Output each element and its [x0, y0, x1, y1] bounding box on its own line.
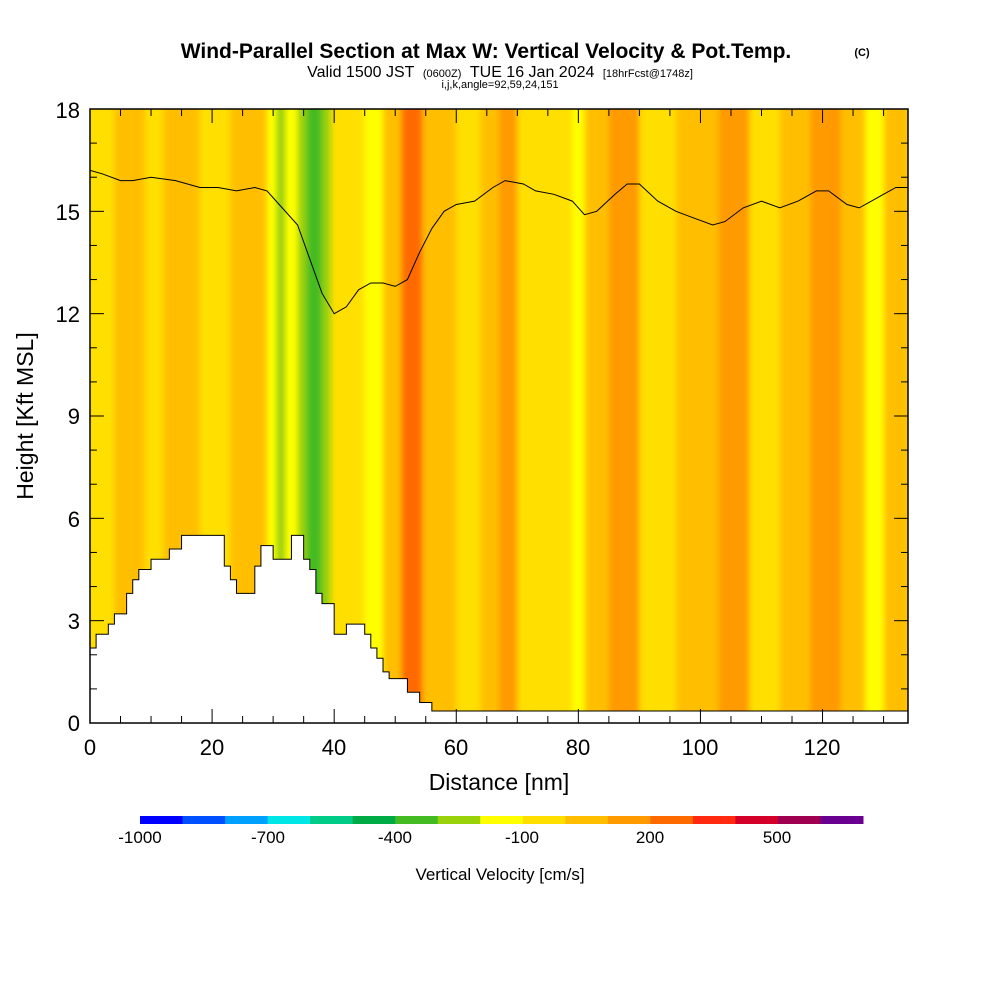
x-tick-labels: 0 20 40 60 80 100 120	[84, 735, 840, 760]
velocity-column	[584, 109, 610, 723]
velocity-column	[572, 109, 586, 723]
colorbar-tick-label: -700	[251, 828, 285, 847]
velocity-column	[676, 109, 720, 723]
colorbar-swatch	[692, 816, 736, 824]
colorbar-swatch	[650, 816, 694, 824]
y-tick-labels: 0 3 6 9 12 15 18	[56, 98, 80, 736]
colorbar-swatch	[225, 816, 269, 824]
x-tick-label: 20	[200, 735, 224, 760]
colorbar-swatch	[267, 816, 311, 824]
colorbar-swatch	[182, 816, 226, 824]
colorbar-swatch	[480, 816, 524, 824]
velocity-column	[267, 109, 278, 723]
colorbar-swatch	[820, 816, 864, 824]
velocity-column	[422, 109, 458, 723]
axis-ticks	[89, 108, 908, 724]
velocity-column	[383, 109, 403, 723]
velocity-column	[810, 109, 842, 723]
y-tick-label: 3	[68, 609, 80, 634]
colorbar-swatch	[565, 816, 609, 824]
colorbar-tick-labels: -1000 -700 -400 -100 200 500	[118, 828, 791, 847]
x-tick-label: 60	[444, 735, 468, 760]
x-tick-label: 100	[682, 735, 719, 760]
velocity-column	[456, 109, 482, 723]
y-tick-label: 15	[56, 200, 80, 225]
theta-contour	[90, 169, 908, 315]
colorbar-swatch	[395, 816, 439, 824]
velocity-column	[608, 109, 641, 723]
colorbar	[140, 816, 864, 824]
colorbar-swatch	[310, 816, 354, 824]
copyright-mark: (C)	[854, 47, 870, 59]
x-tick-label: 0	[84, 735, 96, 760]
velocity-column	[749, 109, 781, 723]
velocity-column	[364, 109, 385, 723]
colorbar-swatch	[437, 816, 481, 824]
chart-subtitle: Valid 1500 JST (0600Z) TUE 16 Jan 2024 […	[307, 64, 693, 81]
colorbar-swatch	[140, 816, 184, 824]
colorbar-tick-label: -400	[378, 828, 412, 847]
colorbar-tick-label: 200	[636, 828, 664, 847]
velocity-column	[401, 109, 424, 723]
velocity-column	[779, 109, 812, 723]
velocity-column	[276, 109, 287, 723]
velocity-column	[297, 109, 308, 723]
velocity-column	[639, 109, 678, 723]
x-tick-label: 40	[322, 735, 346, 760]
plot-area	[90, 109, 908, 723]
colorbar-swatch	[777, 816, 821, 824]
velocity-column	[321, 109, 333, 723]
velocity-column	[331, 109, 348, 723]
y-tick-label: 0	[68, 711, 80, 736]
velocity-column	[865, 109, 885, 723]
y-tick-label: 9	[68, 404, 80, 429]
velocity-column	[346, 109, 366, 723]
colorbar-tick-label: -100	[505, 828, 539, 847]
colorbar-tick-label: 500	[763, 828, 791, 847]
y-tick-label: 18	[56, 98, 80, 123]
colorbar-swatch	[607, 816, 651, 824]
colorbar-swatch	[735, 816, 779, 824]
velocity-column	[718, 109, 751, 723]
colorbar-tick-label: -1000	[118, 828, 161, 847]
velocity-column	[840, 109, 867, 723]
x-tick-label: 120	[804, 735, 841, 760]
chart-params: i,j,k,angle=92,59,24,151	[441, 79, 558, 91]
velocity-column	[499, 109, 519, 723]
chart-title: Wind-Parallel Section at Max W: Vertical…	[181, 40, 792, 63]
velocity-column	[480, 109, 500, 723]
velocity-column	[517, 109, 574, 723]
colorbar-swatch	[522, 816, 566, 824]
colorbar-label: Vertical Velocity [cm/s]	[415, 865, 584, 884]
y-tick-label: 12	[56, 302, 80, 327]
x-axis-label: Distance [nm]	[429, 769, 570, 795]
colorbar-swatch	[352, 816, 396, 824]
y-axis-label: Height [Kft MSL]	[12, 332, 38, 499]
y-tick-label: 6	[68, 507, 80, 532]
velocity-column	[230, 109, 250, 723]
terrain	[90, 534, 908, 723]
x-tick-label: 80	[566, 735, 590, 760]
